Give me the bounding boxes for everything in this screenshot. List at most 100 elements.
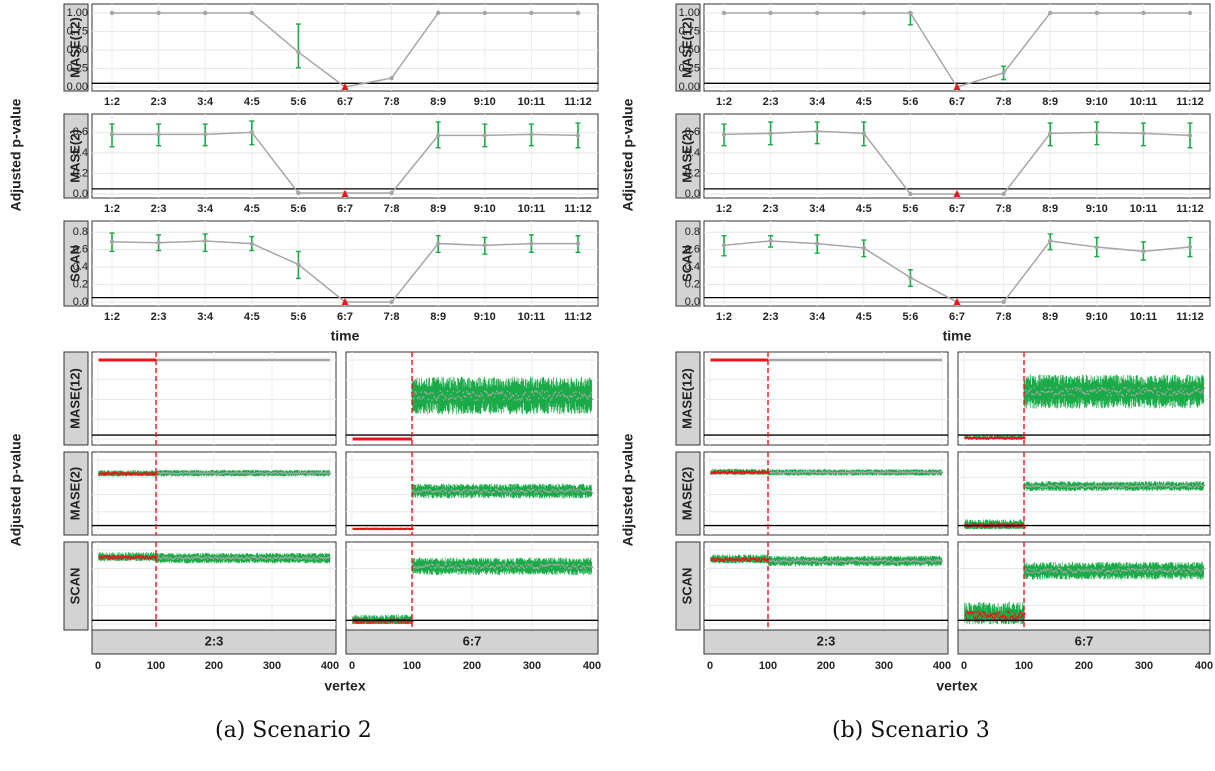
x-tick-label: 300	[523, 660, 541, 672]
data-point	[296, 262, 301, 267]
data-point	[389, 75, 394, 81]
x-tick-label: 100	[759, 660, 777, 672]
facet-strip	[675, 113, 701, 199]
facet-strip-label: 6:7	[1075, 633, 1094, 648]
data-point	[203, 238, 208, 244]
data-point	[436, 241, 441, 246]
x-tick-label: 10:11	[1130, 311, 1158, 323]
x-tick-label: 8:9	[430, 96, 446, 108]
data-point	[482, 243, 487, 248]
x-tick-label: 2:3	[151, 311, 167, 323]
y-tick-label: 1.00	[67, 7, 88, 19]
x-tick-label: 5:6	[902, 203, 918, 215]
x-tick-label: 10:11	[1130, 96, 1158, 108]
data-point	[203, 10, 208, 16]
x-tick-label: 5:6	[290, 96, 306, 108]
data-point	[482, 133, 487, 138]
data-point	[1048, 131, 1053, 136]
x-tick-label: 0	[349, 660, 355, 672]
changed-vertex-means	[964, 610, 1026, 620]
data-point	[203, 132, 208, 137]
x-tick-label: 11:12	[564, 311, 592, 323]
vertex-means	[412, 563, 594, 570]
facet-strip-label: MASE(12)	[679, 17, 694, 78]
facet-strip-label: SCAN	[67, 568, 82, 605]
x-axis-label: vertex	[324, 678, 365, 694]
data-point	[1001, 299, 1006, 305]
x-tick-label: 7:8	[996, 203, 1012, 215]
y-tick-label: 0.4	[73, 147, 88, 159]
facet-strip	[675, 3, 701, 92]
change-point-marker	[953, 298, 961, 305]
vertex-means	[412, 488, 594, 494]
x-tick-label: 6:7	[949, 311, 965, 323]
data-point	[249, 241, 254, 246]
y-tick-label: 0.4	[73, 261, 88, 273]
x-tick-label: 2:3	[763, 203, 779, 215]
facet-strip	[345, 629, 599, 655]
vertex-error-bars	[1023, 374, 1204, 409]
facet-strip	[63, 220, 89, 307]
data-point	[861, 10, 866, 16]
x-tick-label: 100	[147, 660, 165, 672]
y-tick-label: 0.0	[73, 296, 88, 308]
x-tick-label: 10:11	[1130, 203, 1158, 215]
facet-strip-label: MASE(2)	[679, 129, 694, 182]
x-tick-label: 3:4	[809, 203, 826, 215]
y-tick-label: 0.50	[679, 44, 700, 56]
facet-strip	[63, 113, 89, 199]
x-tick-label: 6:7	[337, 311, 353, 323]
data-point	[109, 10, 115, 16]
x-tick-label: 6:7	[949, 96, 965, 108]
facet-strip-label: 6:7	[463, 633, 482, 648]
x-tick-label: 300	[875, 660, 893, 672]
facet-strip	[675, 351, 701, 446]
x-tick-label: 3:4	[197, 203, 214, 215]
data-point	[156, 132, 161, 137]
x-tick-label: 8:9	[1042, 96, 1058, 108]
x-tick-label: 300	[1135, 660, 1153, 672]
x-tick-label: 6:7	[949, 203, 965, 215]
y-tick-label: 0.6	[73, 244, 88, 256]
x-tick-label: 400	[1195, 660, 1213, 672]
data-point	[768, 131, 773, 136]
data-point	[768, 238, 773, 244]
x-tick-label: 4:5	[244, 96, 260, 108]
facet-strip-label: MASE(12)	[67, 368, 82, 429]
x-tick-label: 6:7	[337, 96, 353, 108]
x-tick-label: 9:10	[1086, 311, 1108, 323]
x-tick-label: 2:3	[763, 311, 779, 323]
x-tick-label: 4:5	[856, 203, 872, 215]
x-tick-label: 1:2	[716, 311, 732, 323]
x-tick-label: 0	[961, 660, 967, 672]
data-point	[1094, 244, 1100, 250]
x-tick-label: 11:12	[564, 96, 592, 108]
data-point	[861, 131, 866, 136]
x-tick-label: 200	[817, 660, 835, 672]
facet-strip	[675, 220, 701, 307]
x-tick-label: 400	[583, 660, 601, 672]
x-tick-label: 11:12	[1176, 203, 1204, 215]
facet-strip-label: SCAN	[679, 245, 694, 282]
x-tick-label: 5:6	[290, 311, 306, 323]
x-tick-label: 11:12	[1176, 311, 1204, 323]
data-point	[1187, 10, 1193, 16]
y-tick-label: 0.8	[685, 226, 700, 238]
x-tick-label: 4:5	[856, 311, 872, 323]
y-tick-label: 1.00	[679, 7, 700, 19]
x-tick-label: 5:6	[290, 203, 306, 215]
facet-strip	[957, 629, 1211, 655]
data-point	[861, 245, 866, 251]
data-point	[721, 10, 727, 16]
y-axis-label: Adjusted p-value	[8, 98, 24, 211]
x-tick-label: 0	[707, 660, 713, 672]
y-tick-label: 0.25	[679, 62, 700, 74]
x-tick-label: 9:10	[474, 203, 496, 215]
x-tick-label: 4:5	[856, 96, 872, 108]
x-tick-label: 3:4	[197, 96, 214, 108]
x-tick-label: 300	[263, 660, 281, 672]
data-point	[1141, 249, 1146, 254]
x-tick-label: 1:2	[104, 96, 120, 108]
x-tick-label: 2:3	[151, 203, 167, 215]
